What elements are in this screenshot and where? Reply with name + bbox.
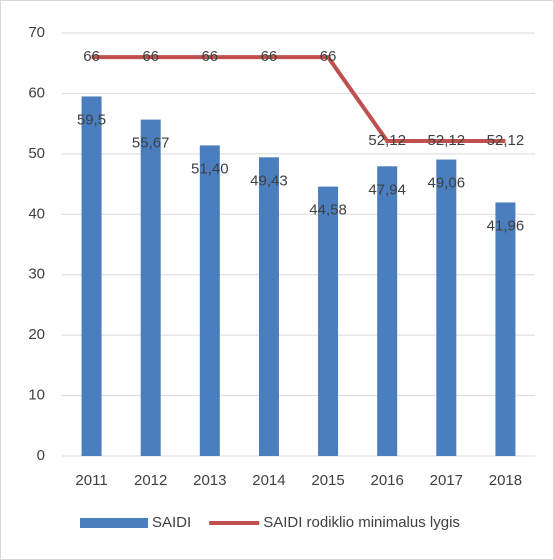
data-label: 59,5 xyxy=(77,111,106,128)
data-label: 52,12 xyxy=(487,132,525,149)
bar xyxy=(318,186,339,456)
data-label: 66 xyxy=(83,48,100,65)
y-tick-label: 30 xyxy=(28,266,45,283)
x-tick-label: 2013 xyxy=(193,472,226,489)
y-tick-label: 10 xyxy=(28,387,45,404)
x-tick-label: 2018 xyxy=(489,472,522,489)
data-label: 66 xyxy=(261,48,278,65)
x-tick-label: 2012 xyxy=(134,472,167,489)
x-tick-label: 2017 xyxy=(430,472,463,489)
y-tick-label: 50 xyxy=(28,145,45,162)
bar xyxy=(377,166,398,457)
data-label: 44,58 xyxy=(309,202,347,219)
bar xyxy=(81,96,102,456)
data-label: 66 xyxy=(320,48,337,65)
y-tick-label: 40 xyxy=(28,205,45,222)
data-label: 51,40 xyxy=(191,160,229,177)
legend-label: SAIDI rodiklio minimalus lygis xyxy=(263,514,460,531)
data-label: 52,12 xyxy=(368,132,406,149)
data-label: 55,67 xyxy=(132,135,170,152)
x-tick-label: 2011 xyxy=(75,472,107,489)
data-label: 49,06 xyxy=(428,175,466,192)
y-tick-label: 70 xyxy=(28,24,45,41)
bar xyxy=(199,145,220,456)
y-tick-label: 20 xyxy=(28,326,45,343)
y-tick-label: 60 xyxy=(28,84,45,101)
y-tick-label: 0 xyxy=(37,447,45,464)
bar xyxy=(436,159,457,457)
data-label: 49,43 xyxy=(250,172,288,189)
legend-label: SAIDI xyxy=(152,514,191,531)
data-label: 47,94 xyxy=(368,181,406,198)
data-label: 66 xyxy=(142,48,159,65)
bar xyxy=(140,119,161,456)
bar xyxy=(258,157,279,456)
legend-swatch xyxy=(80,518,148,528)
line xyxy=(91,55,506,144)
x-tick-label: 2014 xyxy=(252,472,285,489)
bar xyxy=(495,202,516,456)
x-tick-label: 2016 xyxy=(371,472,404,489)
data-label: 66 xyxy=(201,48,218,65)
x-tick-label: 2015 xyxy=(311,472,344,489)
data-label: 52,12 xyxy=(428,132,466,149)
data-label: 41,96 xyxy=(487,217,525,234)
